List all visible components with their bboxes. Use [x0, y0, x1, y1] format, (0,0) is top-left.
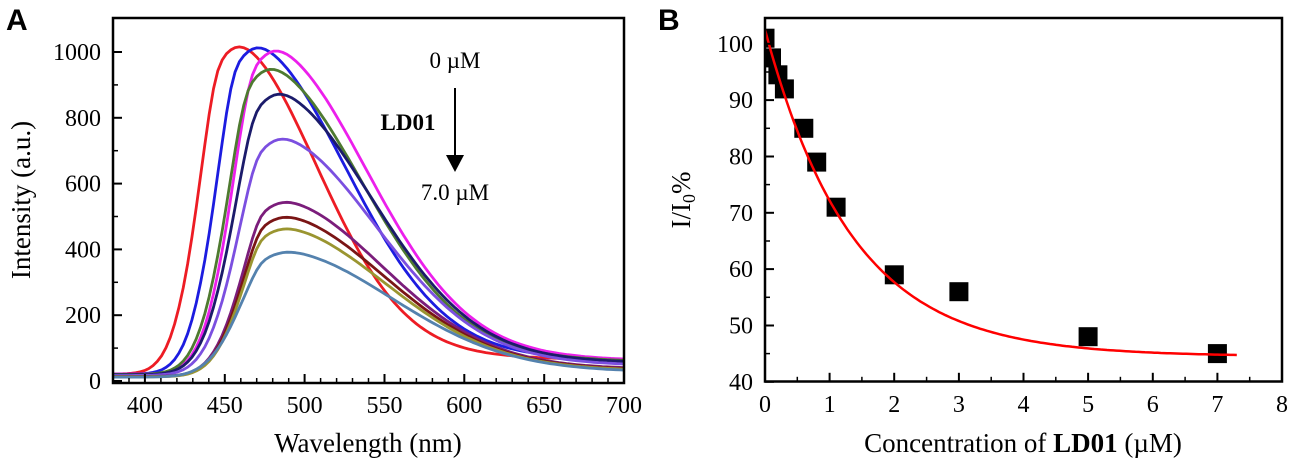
svg-text:B: B: [658, 4, 680, 37]
svg-text:7: 7: [1211, 392, 1223, 418]
svg-text:Concentration of LD01 (µM): Concentration of LD01 (µM): [864, 428, 1182, 458]
svg-text:600: 600: [65, 172, 101, 198]
svg-text:1: 1: [824, 392, 836, 418]
svg-text:90: 90: [729, 88, 753, 114]
svg-text:500: 500: [287, 393, 323, 419]
svg-text:Intensity (a.u.): Intensity (a.u.): [6, 121, 36, 279]
svg-text:1000: 1000: [53, 40, 101, 66]
svg-text:80: 80: [729, 145, 753, 171]
svg-text:450: 450: [207, 393, 243, 419]
svg-text:0 µM: 0 µM: [430, 48, 481, 73]
svg-text:800: 800: [65, 106, 101, 132]
svg-text:700: 700: [606, 393, 642, 419]
svg-text:200: 200: [65, 303, 101, 329]
svg-text:I/I0%: I/I0%: [666, 172, 699, 229]
svg-text:650: 650: [526, 393, 562, 419]
svg-text:100: 100: [717, 32, 753, 58]
svg-text:7.0 µM: 7.0 µM: [421, 180, 489, 205]
svg-text:LD01: LD01: [381, 110, 436, 135]
svg-text:4: 4: [1018, 392, 1030, 418]
svg-text:6: 6: [1147, 392, 1159, 418]
svg-text:70: 70: [729, 201, 753, 227]
svg-text:8: 8: [1276, 392, 1288, 418]
svg-text:0: 0: [89, 369, 101, 395]
svg-text:600: 600: [446, 393, 482, 419]
svg-text:Wavelength (nm): Wavelength (nm): [274, 428, 462, 458]
svg-text:400: 400: [65, 237, 101, 263]
svg-text:5: 5: [1082, 392, 1094, 418]
svg-text:550: 550: [367, 393, 403, 419]
svg-text:400: 400: [127, 393, 163, 419]
svg-text:60: 60: [729, 257, 753, 283]
svg-text:A: A: [6, 4, 28, 37]
svg-text:3: 3: [953, 392, 965, 418]
svg-text:2: 2: [888, 392, 900, 418]
svg-text:40: 40: [729, 370, 753, 396]
svg-text:50: 50: [729, 314, 753, 340]
svg-text:0: 0: [759, 392, 771, 418]
